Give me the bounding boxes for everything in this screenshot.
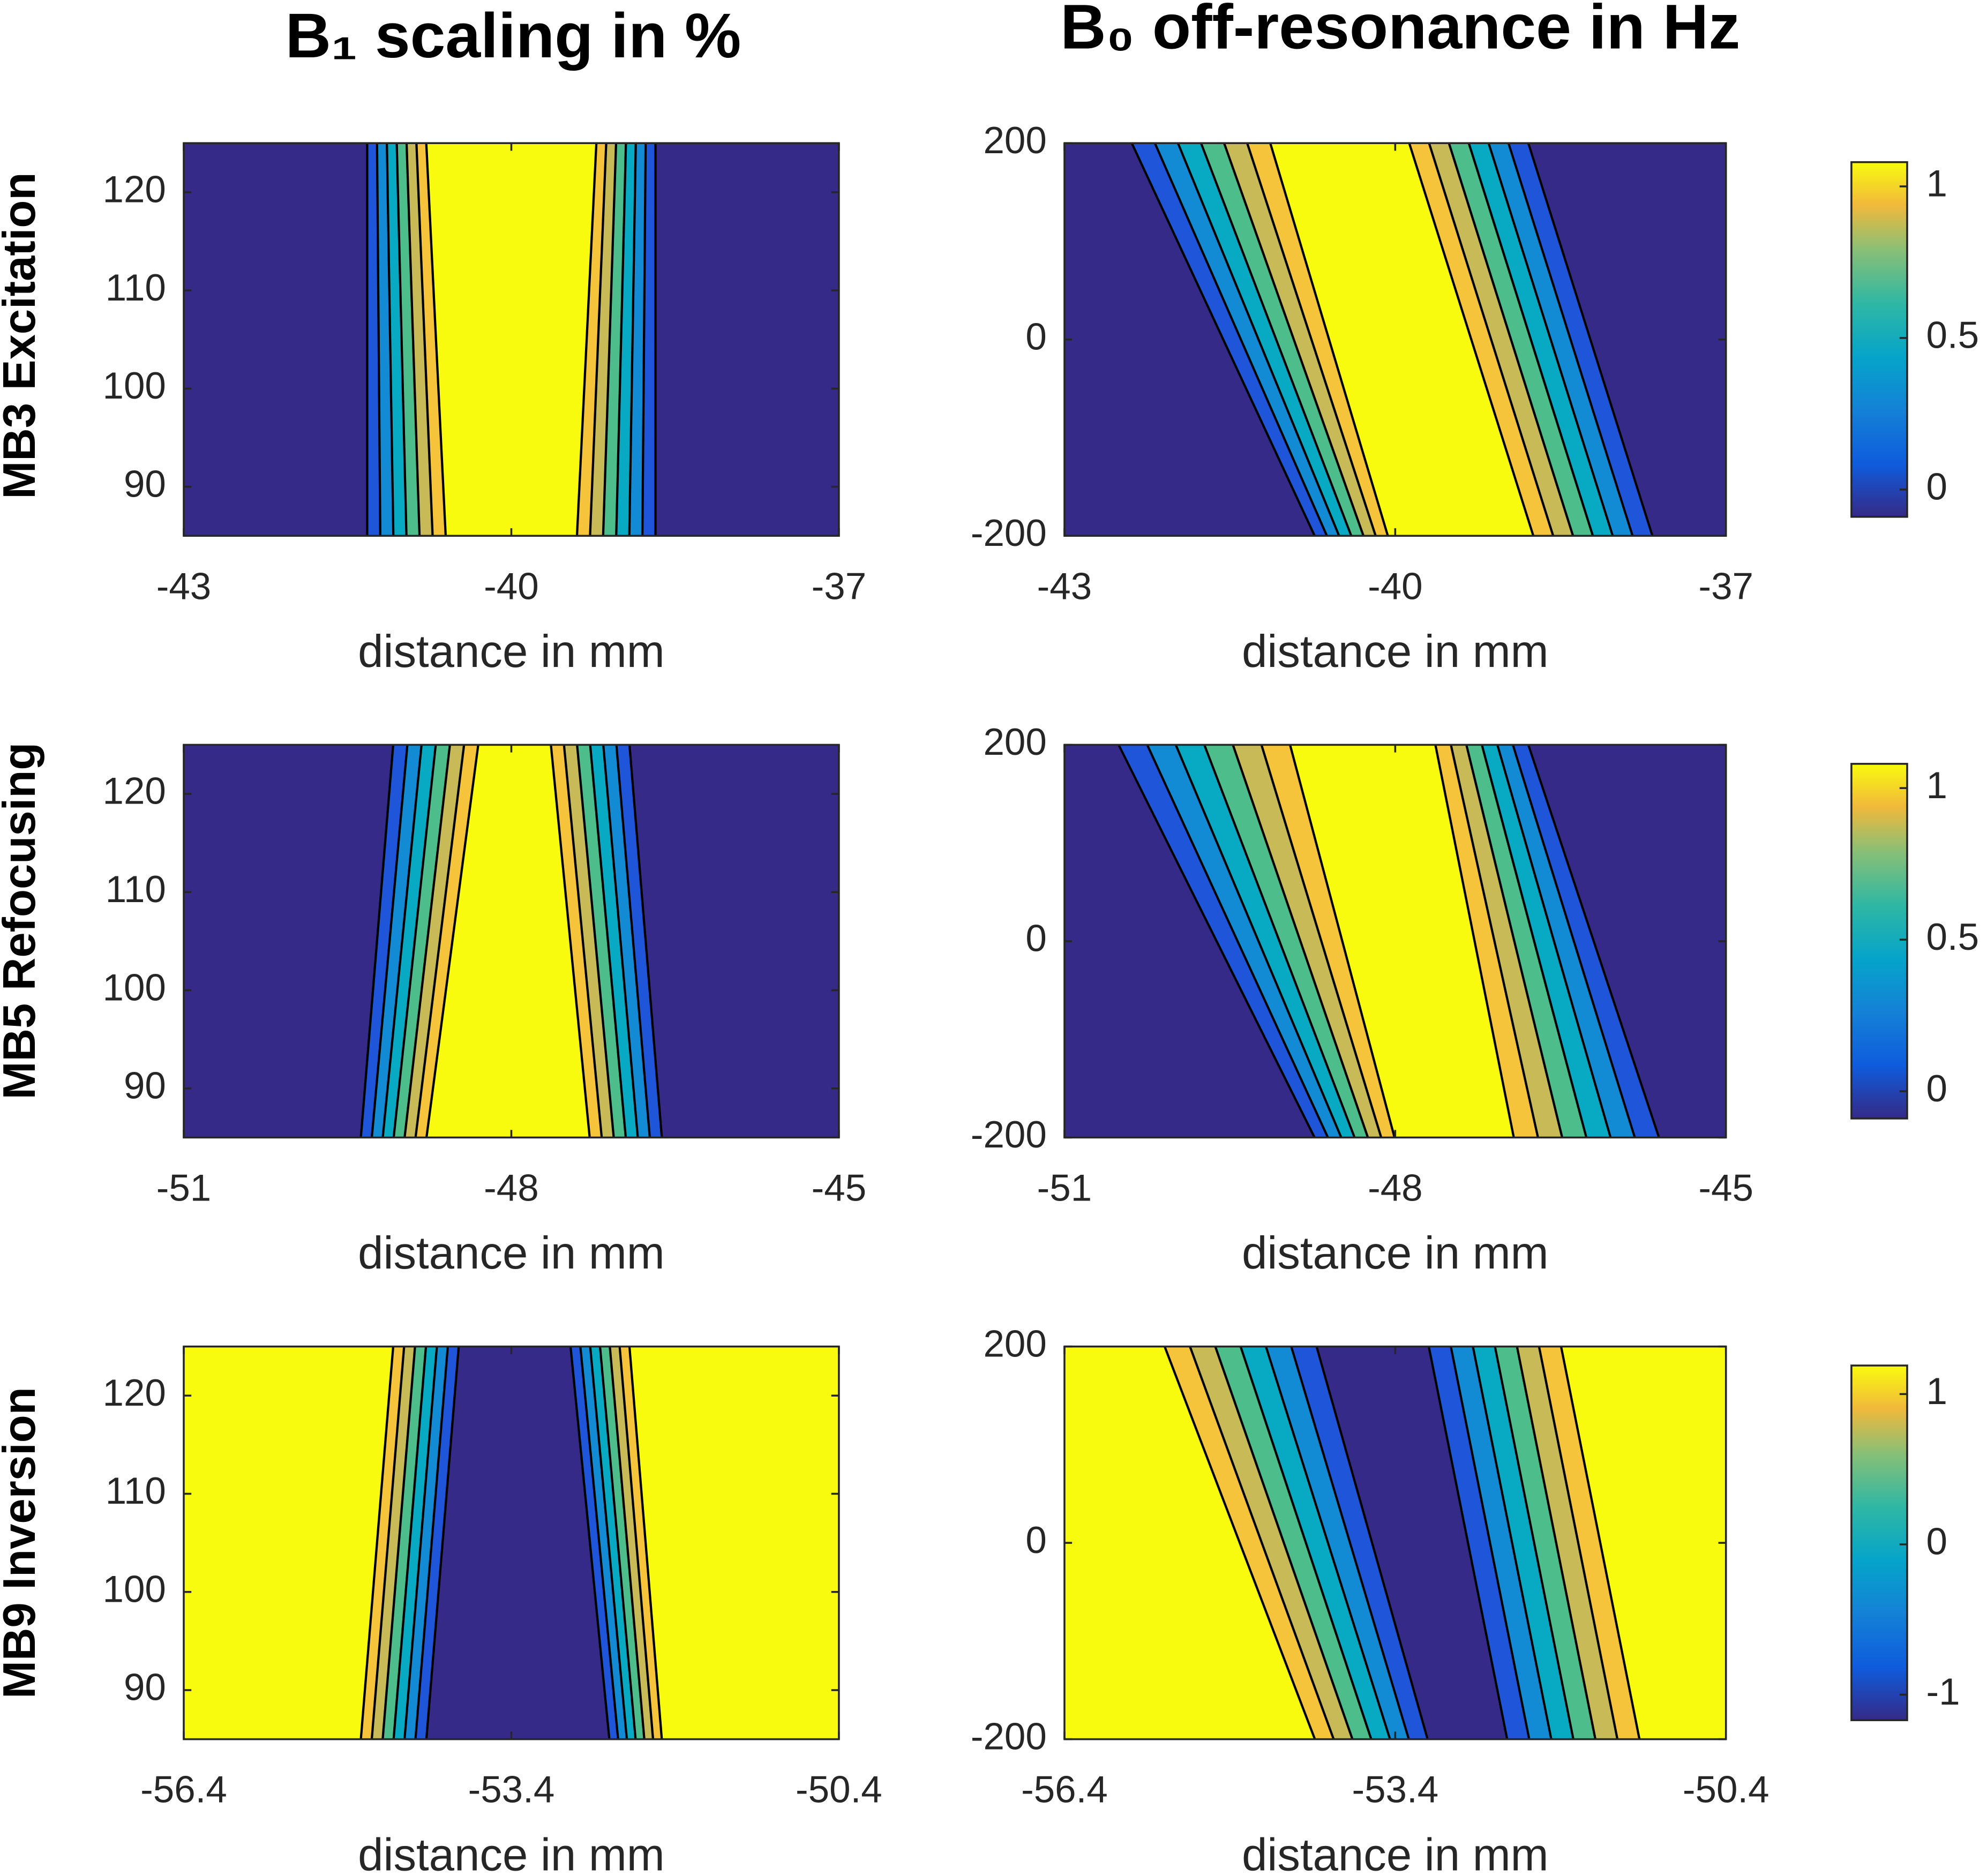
y-tick-label: 200 <box>983 119 1046 162</box>
y-tick-label: 120 <box>102 1372 166 1414</box>
contour-field <box>1064 745 1726 1138</box>
contour-field <box>183 1346 839 1739</box>
colorbar <box>1850 763 1908 1120</box>
x-tick-label: -53.4 <box>1352 1769 1438 1811</box>
x-tick-label: -43 <box>1037 565 1092 607</box>
row-label: MB5 Refocusing <box>0 742 45 1100</box>
contour-band <box>425 1346 611 1739</box>
x-tick-label: -37 <box>1698 565 1753 607</box>
y-tick-label: 0 <box>1025 316 1046 358</box>
colorbar-tick-label: 0.5 <box>1926 314 1979 357</box>
colorbar-tick-label: -1 <box>1926 1671 1960 1713</box>
y-tick-label: 100 <box>102 966 166 1009</box>
row-label: MB3 Excitation <box>0 172 45 499</box>
y-tick-label: 110 <box>106 1470 166 1512</box>
x-tick-label: -50.4 <box>796 1769 882 1811</box>
y-tick-label: 90 <box>124 463 166 505</box>
x-tick-label: -48 <box>1368 1167 1423 1209</box>
colorbar-tick-label: 1 <box>1926 1370 1947 1413</box>
colorbar-tick-label: 0 <box>1926 1068 1947 1110</box>
y-tick-label: 200 <box>983 721 1046 763</box>
x-tick-label: -51 <box>1037 1167 1092 1209</box>
x-axis-label: distance in mm <box>1242 626 1549 677</box>
contour-field <box>1064 143 1726 536</box>
colorbar <box>1850 161 1908 518</box>
contour-band <box>1315 1346 1509 1739</box>
y-tick-label: 120 <box>102 770 166 813</box>
colorbar <box>1850 1364 1908 1721</box>
x-axis-label: distance in mm <box>1242 1829 1549 1876</box>
x-axis-label: distance in mm <box>358 1829 665 1876</box>
colorbar-tick-label: 0 <box>1926 1521 1947 1563</box>
y-tick-label: -200 <box>971 512 1047 554</box>
y-tick-label: 100 <box>102 365 166 407</box>
contour-field <box>183 143 839 536</box>
x-tick-label: -56.4 <box>140 1769 227 1811</box>
contour-band <box>1269 143 1535 536</box>
x-tick-label: -50.4 <box>1683 1769 1769 1811</box>
colorbar-tick-label: 1 <box>1926 163 1947 205</box>
y-tick-label: 110 <box>106 267 166 309</box>
contour-band <box>425 745 591 1138</box>
x-tick-label: -45 <box>812 1167 867 1209</box>
y-tick-label: 120 <box>102 169 166 211</box>
y-tick-label: 110 <box>106 868 166 911</box>
x-tick-label: -43 <box>156 565 212 607</box>
column-title: B₁ scaling in % <box>286 1 741 71</box>
row-label: MB9 Inversion <box>0 1387 45 1699</box>
x-tick-label: -45 <box>1698 1167 1753 1209</box>
y-tick-label: 0 <box>1025 1519 1046 1562</box>
contour-field <box>183 745 839 1138</box>
x-tick-label: -51 <box>156 1167 212 1209</box>
y-tick-label: 90 <box>124 1065 166 1107</box>
column-title: B₀ off-resonance in Hz <box>1060 0 1740 62</box>
x-tick-label: -53.4 <box>468 1769 555 1811</box>
y-tick-label: 90 <box>124 1667 166 1709</box>
x-tick-label: -37 <box>812 565 867 607</box>
x-tick-label: -40 <box>484 565 539 607</box>
y-tick-label: 0 <box>1025 918 1046 960</box>
colorbar-tick-label: 0.5 <box>1926 916 1979 958</box>
x-axis-label: distance in mm <box>358 1228 665 1279</box>
contour-band <box>1288 745 1515 1138</box>
y-tick-label: 200 <box>983 1323 1046 1365</box>
x-tick-label: -48 <box>484 1167 539 1209</box>
x-tick-label: -56.4 <box>1021 1769 1108 1811</box>
colorbar-tick-label: 0 <box>1926 466 1947 508</box>
x-tick-label: -40 <box>1368 565 1423 607</box>
y-tick-label: -200 <box>971 1715 1047 1758</box>
contour-band <box>425 143 598 536</box>
y-tick-label: 100 <box>102 1568 166 1610</box>
colorbar-tick-label: 1 <box>1926 764 1947 807</box>
x-axis-label: distance in mm <box>358 626 665 677</box>
x-axis-label: distance in mm <box>1242 1228 1549 1279</box>
y-tick-label: -200 <box>971 1114 1047 1156</box>
contour-field <box>1064 1346 1726 1739</box>
